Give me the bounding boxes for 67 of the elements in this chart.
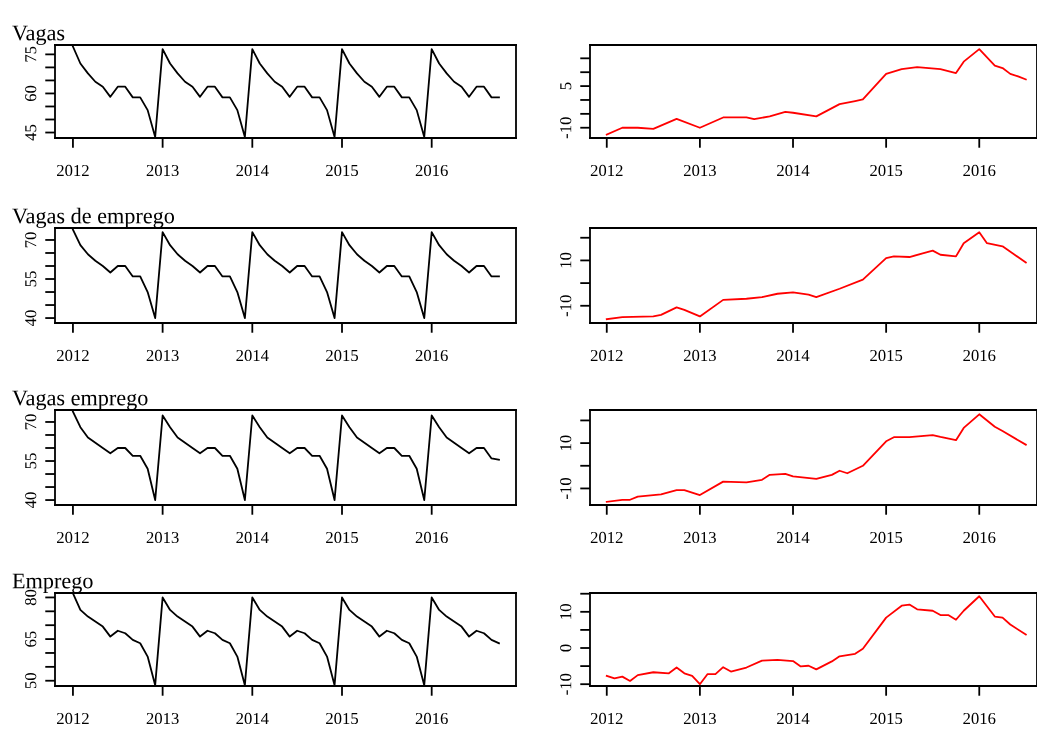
x-tick-label: 2014 [236, 712, 269, 725]
x-tick-label: 2013 [683, 349, 716, 362]
x-tick-label: 2012 [57, 712, 89, 725]
x-tick-label: 2015 [870, 712, 903, 725]
line-series [605, 231, 1027, 321]
x-tick-label: 2013 [146, 164, 179, 177]
y-tick-label: -10 [560, 117, 572, 139]
y-tick-label: 70 [25, 414, 37, 430]
chart-title: Vagas de emprego [12, 207, 175, 228]
y-tick-label: 60 [25, 85, 37, 102]
x-tick-label: 2015 [870, 164, 903, 177]
chart-title: Vagas emprego [12, 390, 148, 410]
x-tick-label: 2013 [146, 712, 179, 725]
x-tick-label: 2016 [415, 349, 448, 362]
x-tick-label: 2012 [590, 349, 623, 362]
y-tick-label: 55 [25, 453, 37, 469]
x-tick-label: 2015 [326, 164, 359, 177]
y-tick-label: -10 [560, 295, 572, 317]
x-tick-label: 2013 [683, 531, 716, 544]
x-tick-label: 2014 [236, 349, 269, 362]
x-tick-label: 2016 [415, 531, 448, 544]
y-tick-label: 50 [25, 673, 37, 689]
x-tick-label: 2014 [777, 349, 810, 362]
x-tick-label: 2013 [683, 164, 716, 177]
x-tick-label: 2013 [146, 531, 179, 544]
x-tick-label: 2014 [777, 712, 810, 725]
y-tick-label: 40 [25, 492, 37, 509]
x-tick-label: 2014 [236, 164, 269, 177]
y-tick-label: 10 [560, 252, 572, 268]
x-tick-label: 2012 [57, 531, 89, 544]
y-tick-label: 40 [25, 310, 37, 327]
x-tick-label: 2016 [963, 349, 996, 362]
line-series [605, 48, 1027, 136]
x-tick-label: 2016 [963, 712, 996, 725]
y-tick-label: 75 [25, 46, 37, 62]
x-tick-label: 2015 [326, 712, 359, 725]
x-tick-label: 2012 [57, 349, 89, 362]
x-tick-label: 2016 [415, 712, 448, 725]
y-tick-label: 5 [560, 82, 572, 90]
x-tick-label: 2012 [57, 164, 89, 177]
y-tick-label: -10 [560, 673, 572, 695]
x-tick-label: 2012 [590, 712, 623, 725]
x-tick-label: 2015 [326, 531, 359, 544]
line-series [605, 413, 1027, 503]
x-tick-label: 2015 [870, 531, 903, 544]
y-tick-label: 65 [25, 631, 37, 647]
y-tick-label: 10 [560, 604, 572, 619]
x-tick-label: 2014 [236, 531, 269, 544]
x-tick-label: 2014 [777, 164, 810, 177]
x-tick-label: 2015 [870, 349, 903, 362]
y-tick-label: 10 [560, 435, 572, 450]
x-tick-label: 2012 [590, 164, 623, 177]
x-tick-label: 2016 [415, 164, 448, 177]
line-series [605, 595, 1027, 686]
y-tick-label: -10 [560, 477, 572, 499]
y-tick-label: 0 [560, 644, 572, 652]
x-tick-label: 2015 [326, 349, 359, 362]
chart-title: Vagas [12, 25, 65, 45]
x-tick-label: 2016 [963, 531, 996, 544]
x-tick-label: 2014 [777, 531, 810, 544]
y-tick-label: 70 [25, 232, 37, 248]
x-tick-label: 2012 [590, 531, 623, 544]
y-tick-label: 55 [25, 271, 37, 287]
x-tick-label: 2013 [683, 712, 716, 725]
x-tick-label: 2016 [963, 164, 996, 177]
y-tick-label: 45 [25, 124, 37, 141]
x-tick-label: 2013 [146, 349, 179, 362]
